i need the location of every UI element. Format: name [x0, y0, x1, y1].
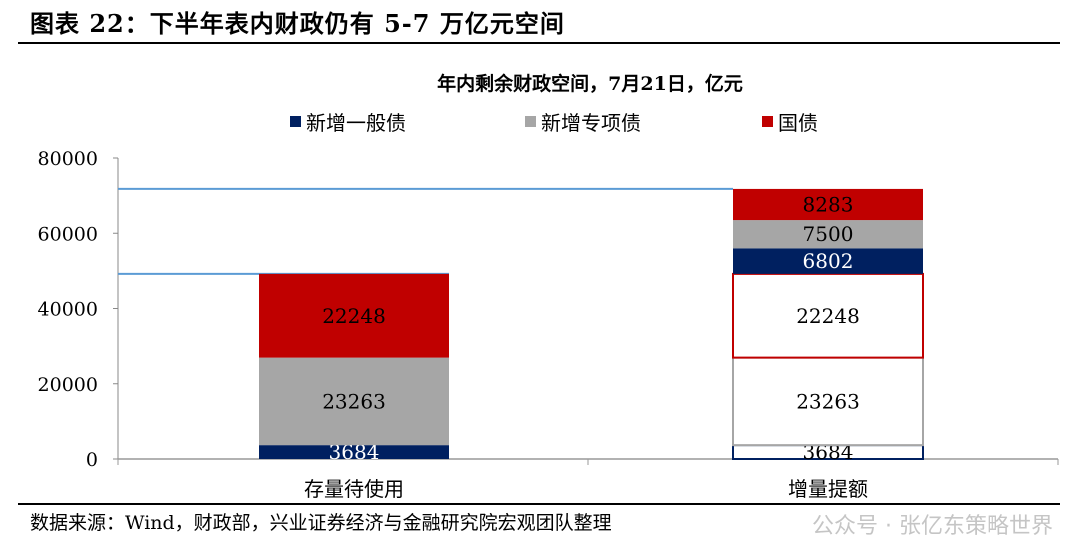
x-category-label: 存量待使用 — [304, 477, 404, 501]
data-label: 22248 — [796, 304, 860, 328]
bar-segment — [259, 445, 449, 459]
legend-swatch — [525, 116, 536, 127]
legend-label: 新增专项债 — [541, 111, 641, 135]
figure-title: 图表 22：下半年表内财政仍有 5-7 万亿元空间 — [30, 9, 565, 38]
legend-label: 新增一般债 — [306, 111, 406, 135]
x-category-label: 增量提额 — [788, 477, 868, 501]
y-tick-label: 60000 — [38, 223, 98, 245]
legend-swatch — [762, 116, 773, 127]
bar-segment — [733, 188, 923, 221]
y-tick-label: 20000 — [38, 374, 98, 396]
data-label: 7500 — [803, 222, 854, 246]
source-note: 数据来源：Wind，财政部，兴业证券经济与金融研究院宏观团队整理 — [30, 512, 612, 534]
data-label: 6802 — [803, 249, 854, 273]
bar-segment — [733, 248, 923, 274]
bar-segment — [732, 356, 924, 447]
data-label: 22248 — [322, 304, 386, 328]
legend-label: 国债 — [778, 111, 818, 135]
data-label: 8283 — [803, 193, 854, 217]
bar-segment — [732, 272, 924, 359]
source-divider — [18, 503, 1060, 505]
bar-segment — [259, 273, 449, 358]
bar-segment — [259, 357, 449, 446]
data-label: 23263 — [796, 389, 860, 413]
data-label: 23263 — [322, 389, 386, 413]
title-divider — [18, 42, 1060, 44]
y-tick-label: 0 — [86, 449, 98, 471]
legend-swatch — [290, 116, 301, 127]
bar-segment — [733, 220, 923, 249]
y-tick-label: 40000 — [38, 299, 98, 321]
chart-title: 年内剩余财政空间，7月21日，亿元 — [437, 72, 743, 95]
watermark: 公众号 · 张亿东策略世界 — [812, 514, 1053, 539]
y-tick-label: 80000 — [38, 148, 98, 170]
